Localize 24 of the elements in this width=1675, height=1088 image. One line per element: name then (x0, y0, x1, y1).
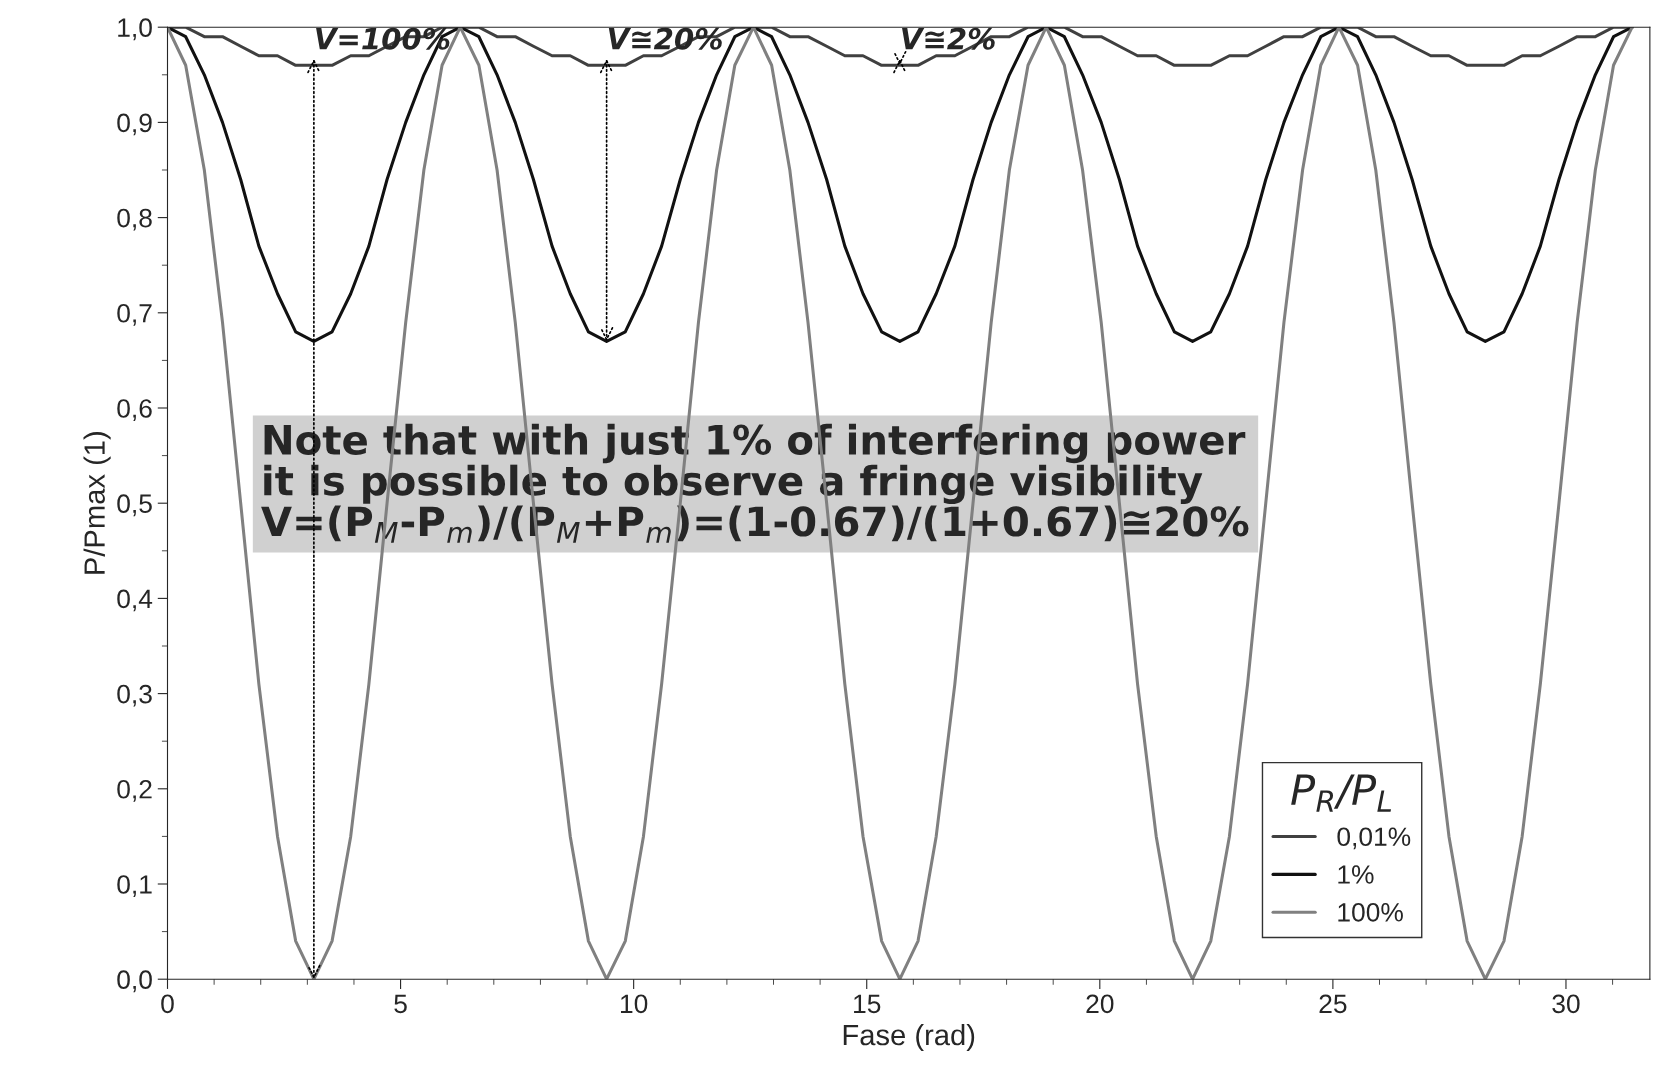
y-tick-label: 0,5 (117, 494, 152, 517)
y-tick-label: 0,1 (117, 875, 152, 897)
y-tick-label: 0,9 (117, 113, 152, 136)
y-axis-title: P/Pmax (1) (83, 432, 111, 574)
y-tick-label: 1,0 (118, 18, 152, 41)
y-tick-label: 0,2 (117, 779, 152, 802)
x-tick-label: 30 (1552, 994, 1580, 1014)
y-tick-label: 0,3 (117, 684, 152, 707)
legend-label: 100% (1338, 902, 1403, 922)
x-tick-label: 5 (394, 994, 407, 1014)
x-tick-label: 15 (854, 994, 881, 1014)
y-tick-label: 0,0 (117, 970, 152, 993)
y-tick-label: 0,6 (117, 399, 152, 421)
legend-label: 0,01% (1337, 827, 1411, 850)
x-tick-label: 10 (620, 994, 648, 1014)
legend-title: P$_{R}$/P$_{L}$ (1291, 774, 1392, 812)
y-tick-label: 0,4 (117, 589, 153, 612)
legend-label: 1% (1338, 865, 1374, 884)
x-axis-title: Fase (rad) (843, 1023, 975, 1052)
x-tick-label: 0 (161, 994, 174, 1014)
y-tick-label: 0,8 (117, 208, 152, 231)
x-tick-label: 25 (1319, 994, 1347, 1014)
y-tick-label: 0,7 (117, 303, 152, 326)
x-tick-label: 20 (1086, 994, 1114, 1014)
